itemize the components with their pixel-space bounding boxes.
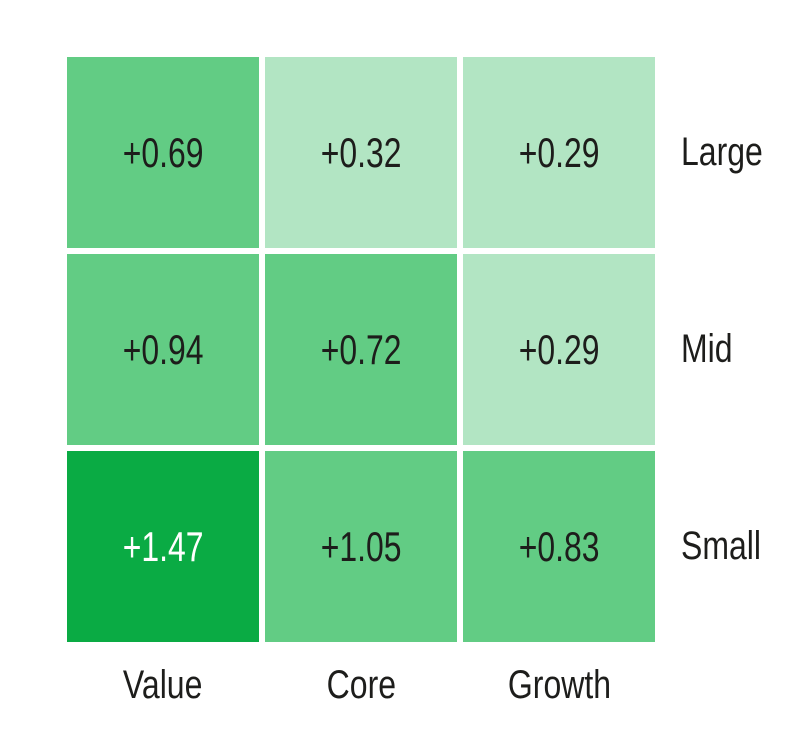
cell-value: +1.05	[320, 522, 402, 570]
cell-value: +0.94	[122, 325, 204, 373]
heatmap-grid: +0.69 +0.32 +0.29 Large +0.94 +0.72 +0.2…	[67, 57, 811, 710]
cell-value: +0.69	[122, 128, 204, 176]
heatmap-cell-large-growth: +0.29	[463, 57, 655, 248]
cell-value: +0.72	[320, 325, 402, 373]
row-label-text: Large	[681, 130, 763, 174]
cell-value: +0.83	[518, 522, 600, 570]
cell-value: +0.29	[518, 325, 600, 373]
heatmap-cell-large-core: +0.32	[265, 57, 457, 248]
row-label-text: Small	[681, 524, 762, 568]
col-label-core: Core	[265, 648, 457, 710]
cell-value: +0.29	[518, 128, 600, 176]
col-label-value: Value	[67, 648, 259, 710]
row-label-small: Small	[661, 451, 811, 642]
heatmap-cell-small-growth: +0.83	[463, 451, 655, 642]
col-label-text: Core	[326, 663, 396, 707]
col-label-text: Growth	[507, 663, 611, 707]
row-label-text: Mid	[681, 327, 733, 371]
heatmap-cell-large-value: +0.69	[67, 57, 259, 248]
cell-value: +1.47	[122, 522, 204, 570]
heatmap-cell-mid-growth: +0.29	[463, 254, 655, 445]
cell-value: +0.32	[320, 128, 402, 176]
grid-corner-spacer	[661, 648, 811, 710]
row-label-mid: Mid	[661, 254, 811, 445]
row-label-large: Large	[661, 57, 811, 248]
heatmap-cell-small-core: +1.05	[265, 451, 457, 642]
heatmap-cell-small-value: +1.47	[67, 451, 259, 642]
col-label-growth: Growth	[463, 648, 655, 710]
col-label-text: Value	[123, 663, 203, 707]
heatmap-cell-mid-value: +0.94	[67, 254, 259, 445]
heatmap-cell-mid-core: +0.72	[265, 254, 457, 445]
